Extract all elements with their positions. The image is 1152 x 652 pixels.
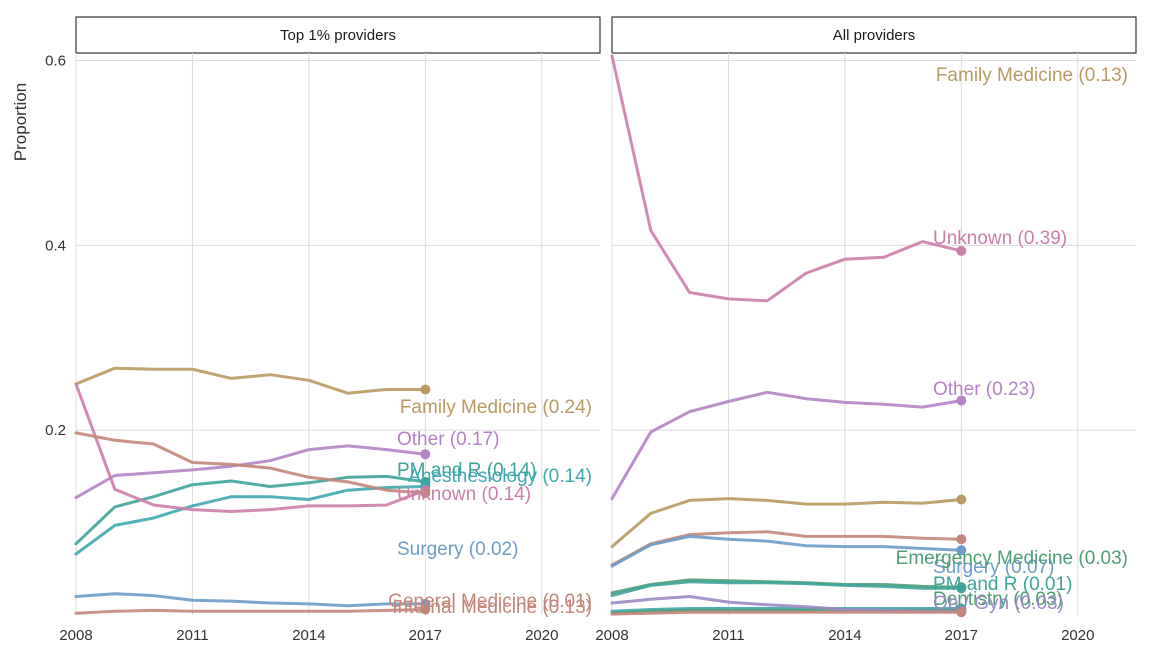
series-endpoint-unknown <box>956 245 967 256</box>
x-tick-label: 2011 <box>176 627 208 644</box>
facet-strip <box>611 16 1137 54</box>
x-tick-label: 2014 <box>292 627 325 644</box>
series-label-dentistry: Dentistry (0.03) <box>933 589 1063 610</box>
series-endpoint-surgery <box>956 545 967 556</box>
series-label-other: Other (0.23) <box>933 379 1035 400</box>
series-label-surgery: Surgery (0.07) <box>933 557 1054 578</box>
y-tick-label: 0.6 <box>45 53 66 70</box>
facet-strip-title: All providers <box>833 27 916 44</box>
series-endpoint-family-medicine <box>956 494 967 505</box>
series-label-anesthesiology: Anesthesiology (0.14) <box>408 466 592 487</box>
x-tick-label: 2008 <box>595 627 628 644</box>
facet-strip-title: Top 1% providers <box>280 27 396 44</box>
series-line-other <box>610 390 963 501</box>
series-line-pm-and-r <box>610 580 963 598</box>
panel-all-providers: All providers 2008 2011 2014 2017 2020 Unknown… <box>595 16 1137 644</box>
series-label-family-medicine: Family Medicine (0.13) <box>936 65 1128 86</box>
series-label-internal-medicine: Internal Medicine (0.13) <box>392 597 592 618</box>
series-line-pm-and-r <box>74 474 427 546</box>
series-line-unknown <box>610 54 963 303</box>
series-endpoint-general-medicine <box>420 604 431 615</box>
series-line-unknown <box>74 382 427 513</box>
series-line-other <box>74 444 427 500</box>
series-line-surgery <box>610 534 963 568</box>
series-label-surgery: Surgery (0.02) <box>397 539 518 560</box>
series-endpoint-other <box>956 395 967 406</box>
series-line-anesthesiology <box>74 485 427 556</box>
series-label-pm-and-r: PM and R (0.14) <box>397 460 536 481</box>
series-line-family-medicine <box>610 497 963 549</box>
x-tick-label: 2017 <box>409 627 442 644</box>
series-line-general-medicine <box>74 608 427 615</box>
series-line-family-medicine <box>74 366 427 395</box>
panel-top-1-providers: Top 1% providers 2008 2011 2014 2017 2020 Fami… <box>59 16 601 644</box>
series-line-anesthesiology <box>610 607 963 613</box>
y-tick-label: 0.2 <box>45 422 66 439</box>
series-endpoint-other <box>420 449 431 460</box>
series-label-ob-gyn: Ob / Gyn (0.03) <box>933 593 1064 614</box>
series-label-family-medicine: Family Medicine (0.24) <box>400 397 592 418</box>
series-label-unknown: Unknown (0.39) <box>933 228 1067 249</box>
x-tick-label: 2008 <box>59 627 92 644</box>
y-axis-title: Proportion <box>11 83 30 161</box>
series-endpoint-family-medicine <box>420 384 431 395</box>
x-tick-label: 2014 <box>828 627 861 644</box>
series-endpoint-general-medicine <box>956 607 967 618</box>
series-label-other: Other (0.17) <box>397 429 499 450</box>
x-tick-label: 2017 <box>945 627 978 644</box>
series-line-general-medicine <box>610 610 963 616</box>
facet-strip <box>75 16 601 54</box>
series-endpoint-internal-medicine <box>956 534 967 545</box>
series-line-surgery <box>74 592 427 608</box>
x-tick-label: 2011 <box>712 627 744 644</box>
x-tick-label: 2020 <box>525 627 558 644</box>
series-endpoint-pm-and-r <box>956 583 967 594</box>
series-line-internal-medicine <box>74 431 427 495</box>
series-label-unknown: Unknown (0.14) <box>397 484 531 505</box>
series-label-general-medicine: General Medicine (0.01) <box>388 591 592 612</box>
series-label-emergency-medicine: Emergency Medicine (0.03) <box>896 548 1128 569</box>
x-tick-label: 2020 <box>1061 627 1094 644</box>
y-tick-label: 0.4 <box>45 237 66 254</box>
series-endpoint-internal-medicine <box>420 488 431 499</box>
series-label-pm-and-r: PM and R (0.01) <box>933 574 1072 595</box>
